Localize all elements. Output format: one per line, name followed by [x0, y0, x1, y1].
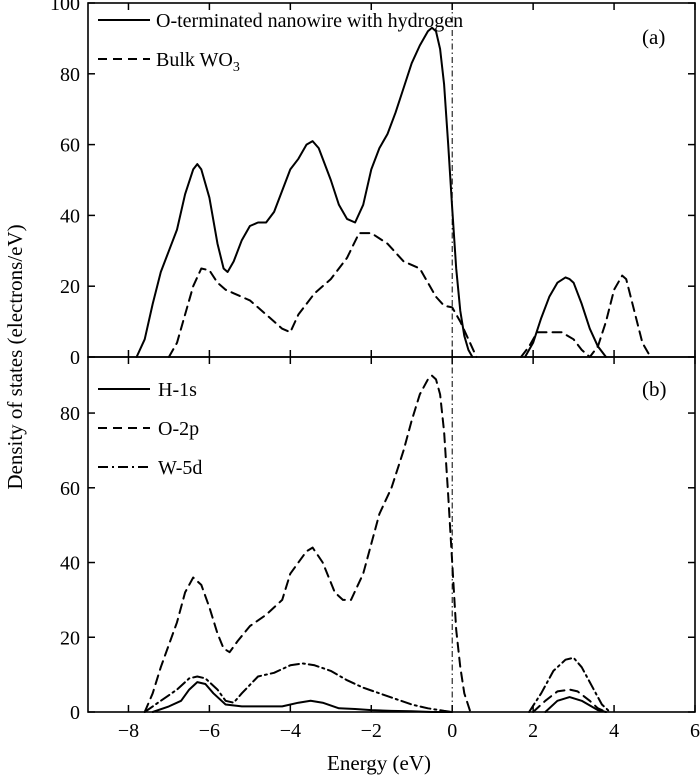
series-line-b-o-2p-1 — [532, 688, 607, 713]
y-axis-title: Density of states (electrons/eV) — [3, 224, 27, 489]
y-tick-label-a-20: 20 — [60, 276, 80, 298]
x-tick-label-6: 6 — [690, 720, 700, 742]
panel-b-plot-area — [143, 374, 611, 713]
y-tick-label-a-60: 60 — [60, 135, 80, 157]
series-line-b-w-5d-1 — [528, 656, 611, 713]
legend-panel-b: H-1s O-2p W-5d — [98, 379, 202, 479]
y-tick-label-a-0: 0 — [70, 347, 80, 369]
legend-panel-a: O-terminated nanowire with hydrogen Bulk… — [98, 10, 463, 75]
legend-label-bulk: Bulk WO3 — [156, 49, 240, 75]
series-line-b-o-2p-0 — [143, 374, 472, 713]
x-tick-label--2: −2 — [361, 720, 382, 742]
y-tick-label-a-40: 40 — [60, 205, 80, 227]
y-tick-label-b-80: 80 — [60, 403, 80, 425]
x-tick-label-4: 4 — [609, 720, 619, 742]
legend-label-w5d: W-5d — [158, 457, 202, 479]
series-line-b-h-1s-1 — [544, 696, 607, 713]
legend-label-o2p: O-2p — [158, 418, 199, 440]
y-tick-label-b-20: 20 — [60, 627, 80, 649]
x-axis-title: Energy (eV) — [327, 751, 431, 775]
series-line-a-o-terminated-nanowire-with-hydrogen-1 — [524, 276, 607, 358]
panel-a-label: (a) — [642, 25, 665, 49]
y-tick-label-a-100: 100 — [50, 0, 80, 15]
panel-b-frame — [87, 356, 696, 713]
panel-b-axis-ticks: 0 20 40 60 80 −8 −6 −4 −2 0 2 4 6 — [60, 357, 700, 742]
panel-a-plot-area — [135, 26, 652, 358]
panel-a-axis-ticks: 0 20 40 60 80 100 — [50, 0, 696, 369]
series-line-a-o-terminated-nanowire-with-hydrogen-0 — [135, 26, 474, 358]
x-tick-label--6: −6 — [199, 720, 220, 742]
legend-label-h1s: H-1s — [158, 379, 197, 401]
y-tick-label-b-40: 40 — [60, 553, 80, 575]
x-tick-label--8: −8 — [118, 720, 139, 742]
series-line-a-bulk-wo3-1 — [520, 274, 652, 358]
y-tick-label-b-0: 0 — [70, 702, 80, 724]
x-tick-label-0: 0 — [447, 720, 457, 742]
y-tick-label-b-60: 60 — [60, 478, 80, 500]
panel-b-label: (b) — [642, 377, 667, 401]
x-tick-label-2: 2 — [528, 720, 538, 742]
y-tick-label-a-80: 80 — [60, 64, 80, 86]
series-line-b-w-5d-0 — [143, 662, 454, 713]
series-line-a-bulk-wo3-0 — [167, 232, 478, 358]
legend-label-nanowire: O-terminated nanowire with hydrogen — [156, 10, 463, 32]
series-line-b-h-1s-0 — [151, 681, 454, 713]
x-tick-label--4: −4 — [280, 720, 301, 742]
